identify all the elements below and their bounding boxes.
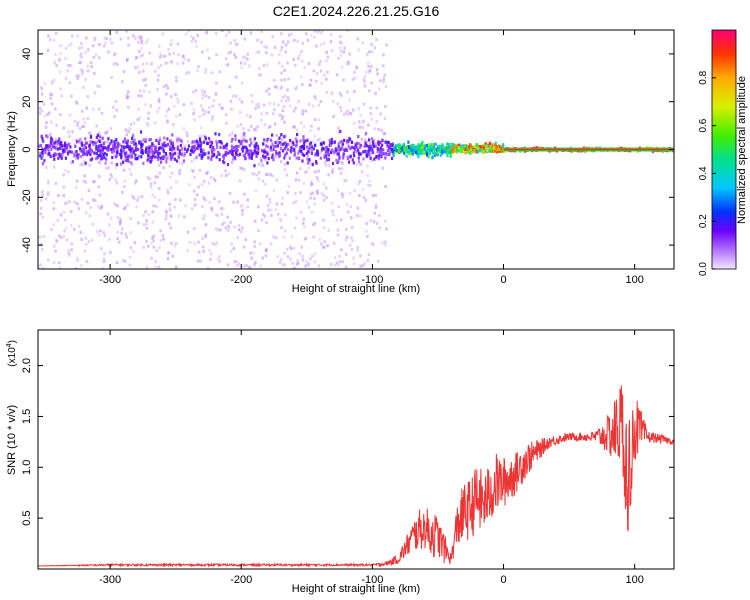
snr-ylabel: SNR (10 * v/v) xyxy=(6,405,18,475)
y-tick-label: -20 xyxy=(21,189,33,205)
y-tick-label: 0 xyxy=(21,146,33,152)
colorbar: 0.0 0.2 0.4 0.6 0.8 Normalized spectral ampl… xyxy=(698,29,748,276)
x-tick-label: -100 xyxy=(361,574,383,586)
snr-frame xyxy=(37,329,675,570)
spectrogram-heatmap xyxy=(38,30,674,269)
x-tick-label: 100 xyxy=(625,274,643,286)
snr-panel: -300 -200 -100 0 100 0.5 1.0 1.5 2.0 Height of s… xyxy=(6,329,675,595)
x-tick-label: 0 xyxy=(500,274,506,286)
x-tick-label: -300 xyxy=(99,574,121,586)
colorbar-tick-label: 0.0 xyxy=(698,262,709,276)
y-tick-label: 0.5 xyxy=(21,511,33,526)
x-tick-label: -200 xyxy=(230,274,252,286)
colorbar-tick-label: 0.4 xyxy=(698,166,709,180)
x-tick-label: 0 xyxy=(500,574,506,586)
x-tick-label: 100 xyxy=(625,574,643,586)
colorbar-tick-label: 0.8 xyxy=(698,70,709,84)
snr-ticks: -300 -200 -100 0 100 0.5 1.0 1.5 2.0 xyxy=(21,330,674,586)
colorbar-tick-label: 0.6 xyxy=(698,118,709,132)
y-tick-label: 2.0 xyxy=(21,358,33,373)
x-tick-label: -100 xyxy=(361,274,383,286)
colorbar-label: Normalized spectral amplitude xyxy=(736,76,748,224)
y-tick-label: 40 xyxy=(21,48,33,60)
x-tick-label: -200 xyxy=(230,574,252,586)
heatmap-region xyxy=(451,141,505,155)
colorbar-ticks: 0.0 0.2 0.4 0.6 0.8 xyxy=(698,70,716,276)
x-tick-label: -300 xyxy=(99,274,121,286)
spectrogram-ylabel: Frequency (Hz) xyxy=(6,111,18,187)
y-tick-label: 1.5 xyxy=(21,409,33,424)
colorbar-tick-label: 0.2 xyxy=(698,214,709,228)
snr-xlabel: Height of straight line (km) xyxy=(292,583,420,595)
heatmap-region xyxy=(38,129,394,168)
spectrogram-xlabel: Height of straight line (km) xyxy=(292,283,420,295)
y-tick-label: 1.0 xyxy=(21,460,33,475)
snr-scale-label: (x104) xyxy=(6,340,18,367)
figure-title: C2E1.2024.226.21.25.G16 xyxy=(273,3,440,19)
snr-series-line xyxy=(38,385,674,568)
y-tick-label: -40 xyxy=(21,237,33,253)
heatmap-region xyxy=(392,140,454,160)
colorbar-gradient xyxy=(711,29,737,270)
y-tick-label: 20 xyxy=(21,96,33,108)
